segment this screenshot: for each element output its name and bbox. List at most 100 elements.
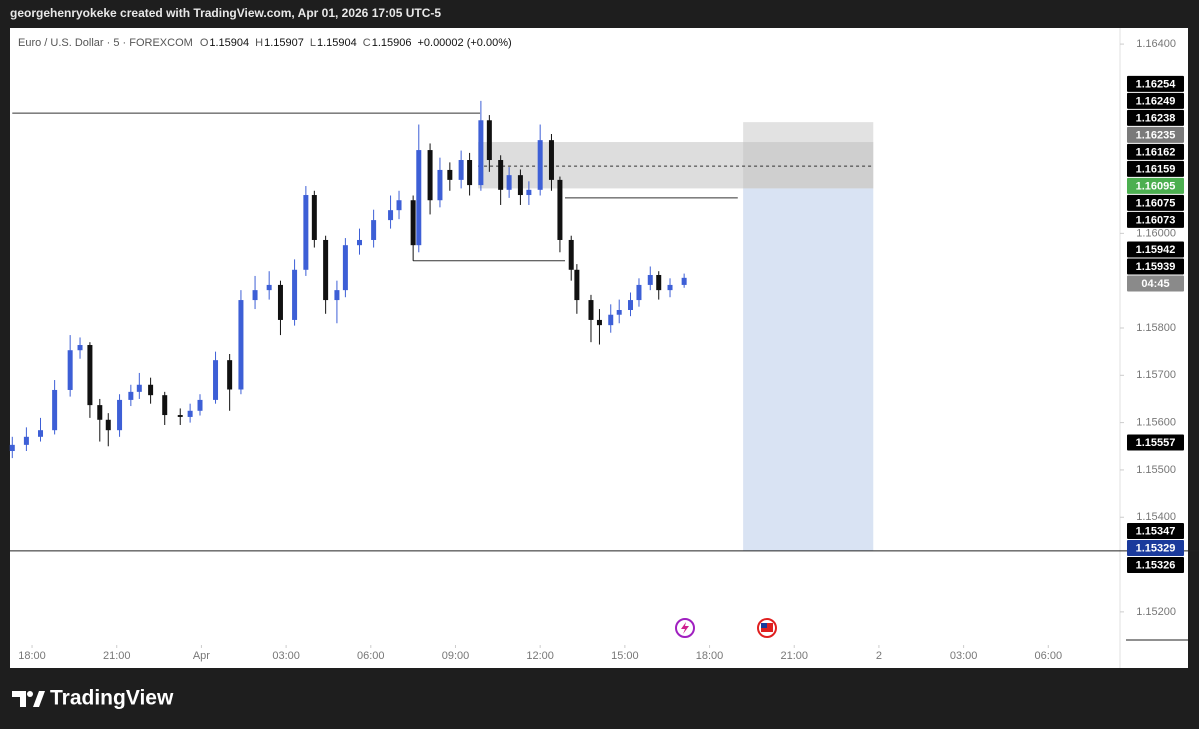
candle-body [52,389,58,431]
candle-body [277,284,283,320]
price-badge-label: 1.16095 [1136,180,1176,192]
candle-body [177,415,183,417]
price-badge: 1.16075 [1127,194,1184,211]
legend-text: C [363,37,371,49]
candle-body [303,195,309,270]
price-badge-label: 1.15329 [1136,542,1176,554]
candle-body [342,245,348,291]
price-badge: 1.16073 [1127,211,1184,228]
y-tick-label: 1.16000 [1136,227,1176,239]
candle-body [105,419,111,431]
price-badge-label: 1.16238 [1136,112,1176,124]
price-badge: 1.16238 [1127,109,1184,126]
logo-mark [33,691,45,707]
price-badge-label: 1.15939 [1136,261,1176,273]
candle-body [38,430,44,437]
y-tick-label: 1.15800 [1136,322,1176,334]
candle-body [238,300,244,390]
price-badge-bg [1127,522,1184,539]
attribution: georgehenryokeke created with TradingVie… [10,6,441,20]
x-tick-label: 06:00 [1035,650,1063,662]
y-tick-label: 1.15600 [1136,417,1176,429]
price-badge-label: 1.15557 [1136,437,1176,449]
x-tick-label: 18:00 [696,650,724,662]
candle-body [292,269,298,320]
candle-body [486,120,492,161]
candle-body [67,350,73,390]
price-badge-label: 1.16162 [1136,146,1176,158]
logo-mark [12,691,26,707]
y-tick-label: 1.15500 [1136,464,1176,476]
price-badge-bg [1127,211,1184,228]
candle-body [416,150,422,246]
chart-panel [10,28,1188,668]
legend-text: 1.15904 [209,37,249,49]
price-badge-label: 1.16075 [1136,197,1176,209]
price-badge-bg [1127,258,1184,275]
price-badge-bg [1127,75,1184,92]
x-tick-label: 09:00 [442,650,470,662]
zone [743,188,874,551]
price-badge-bg [1127,539,1184,556]
candle-body [427,150,433,201]
price-badge: 1.15557 [1127,434,1184,451]
candle-body [667,284,673,291]
candle-body [266,284,272,291]
candle-body [87,345,93,406]
candle-body [478,120,484,186]
candle-body [568,239,574,270]
price-badge-bg [1127,434,1184,451]
candle-body [537,140,543,190]
price-badge-label: 1.16073 [1136,214,1176,226]
candle-body [128,391,134,400]
candle-body [311,195,317,240]
x-tick-label: 03:00 [950,650,978,662]
x-tick-label: 18:00 [18,650,46,662]
candle-body [526,189,532,196]
price-badge-label: 1.15347 [1136,525,1176,537]
candle-body [517,175,523,196]
candle-body [574,269,580,301]
price-badge: 1.16235 [1127,126,1184,143]
event-icons [675,618,777,638]
price-badge: 1.16254 [1127,75,1184,92]
candle-body [117,399,123,431]
price-badge-bg [1127,556,1184,573]
candle-body [608,314,614,326]
legend-text: L [310,37,316,49]
price-badge-bg [1127,275,1184,292]
legend-text: O [200,37,209,49]
candle-body [396,200,402,211]
price-badge: 1.16249 [1127,92,1184,109]
price-badge-bg [1127,92,1184,109]
price-badge-bg [1127,109,1184,126]
x-tick-label: 03:00 [272,650,300,662]
candle-body [227,360,233,390]
candle-body [557,179,563,240]
candle-body [9,444,15,452]
candle-body [596,319,602,326]
price-badge: 1.16162 [1127,143,1184,160]
candle-body [636,284,642,301]
event-icon-glyph [761,623,767,628]
candle-body [458,160,464,180]
legend-text: +0.00002 (+0.00%) [417,37,511,49]
candle-body [628,300,634,311]
candle-body [681,277,687,285]
price-badge-bg [1127,194,1184,211]
price-badge: 04:45 [1127,275,1184,292]
price-badge-label: 1.15942 [1136,244,1176,256]
candle-body [506,175,512,190]
y-tick-label: 1.15700 [1136,369,1176,381]
candle-body [23,436,29,445]
price-badge-bg [1127,177,1184,194]
price-badge: 1.15329 [1127,539,1184,556]
price-badge-label: 1.16159 [1136,163,1176,175]
x-tick-label: 06:00 [357,650,385,662]
y-tick-label: 1.16400 [1136,38,1176,50]
price-badge-bg [1127,241,1184,258]
price-badge-bg [1127,143,1184,160]
candle-body [357,239,363,246]
